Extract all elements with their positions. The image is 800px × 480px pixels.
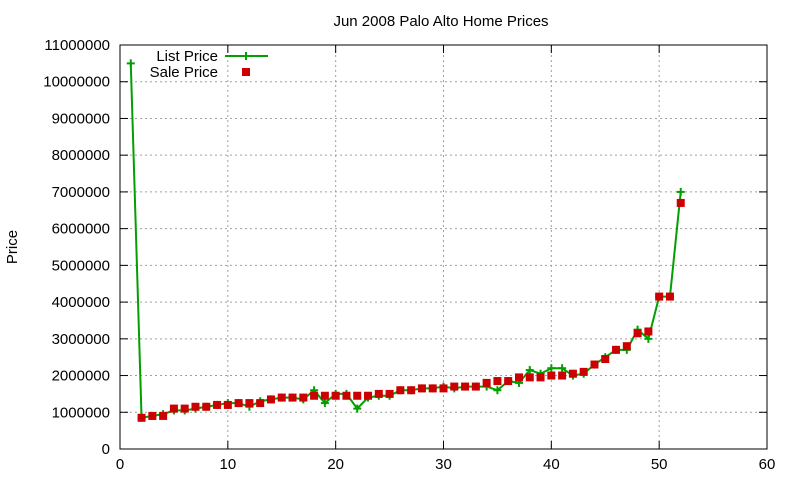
sale-price-point [676,198,685,207]
list-price-line [129,63,682,419]
x-tick-label: 60 [759,456,776,473]
sale-price-point [137,413,146,422]
sale-price-point [558,371,567,380]
series-sale-price [137,198,685,422]
sale-price-point [439,384,448,393]
y-tick-label: 1000000 [52,404,110,421]
sale-price-point [159,411,168,420]
sale-price-point [579,367,588,376]
y-tick-label: 6000000 [52,221,110,238]
sale-price-point [590,360,599,369]
legend-label: List Price [156,48,218,65]
sale-price-point [180,404,189,413]
sale-price-point [407,386,416,395]
sale-price-point [213,400,222,409]
list-price-point [493,386,502,395]
sale-price-point [493,377,502,386]
sale-price-point [374,389,383,398]
sale-price-point [277,393,286,402]
y-tick-label: 10000000 [43,74,110,91]
sale-price-point [644,327,653,336]
y-tick-label: 4000000 [52,294,110,311]
sale-price-point [223,400,232,409]
sale-price-point [461,382,470,391]
y-tick-label: 5000000 [52,257,110,274]
chart-title: Jun 2008 Palo Alto Home Prices [333,13,548,30]
list-price-point [126,59,135,68]
y-tick-label: 9000000 [52,110,110,127]
sale-price-point [601,355,610,364]
list-price-point [676,187,685,196]
list-price-point [644,334,653,343]
axis-tick-labels: 0 1000000 2000000 3000000 4000000 5000000 6000… [43,37,775,473]
sale-price-point [504,377,513,386]
sale-price-point [622,342,631,351]
sale-price-point [320,391,329,400]
sale-price-point [655,292,664,301]
list-price-point [558,364,567,373]
sale-price-point [525,373,534,382]
sale-price-point [310,391,319,400]
legend-marker [242,52,250,60]
x-tick-label: 30 [435,456,452,473]
sale-price-point [514,373,523,382]
sale-price-point [288,393,297,402]
sale-price-point [169,404,178,413]
sale-price-point [428,384,437,393]
x-tick-label: 10 [219,456,236,473]
list-price-point [353,404,362,413]
grid-lines [120,45,767,449]
x-tick-label: 50 [651,456,668,473]
sale-price-point [547,371,556,380]
sale-price-point [191,402,200,411]
sale-price-point [396,386,405,395]
sale-price-point [331,391,340,400]
x-tick-label: 20 [327,456,344,473]
list-price-point [525,366,534,375]
y-tick-label: 0 [102,441,110,458]
sale-price-point [417,384,426,393]
sale-price-point [385,389,394,398]
y-tick-label: 8000000 [52,147,110,164]
sale-price-point [633,329,642,338]
sale-price-point [665,292,674,301]
sale-price-point [234,399,243,408]
legend-marker [242,68,250,76]
sale-price-point [256,399,265,408]
sale-price-point [482,378,491,387]
sale-price-point [148,411,157,420]
sale-price-point [245,399,254,408]
sale-price-point [364,391,373,400]
sale-price-point [266,395,275,404]
x-tick-label: 40 [543,456,560,473]
y-tick-label: 2000000 [52,368,110,385]
sale-price-point [299,393,308,402]
sale-price-point [471,382,480,391]
list-price-point [547,364,556,373]
sale-price-point [612,345,621,354]
sale-price-point [342,391,351,400]
sale-price-point [536,373,545,382]
y-tick-label: 11000000 [44,37,110,54]
sale-price-point [450,382,459,391]
list-price-point [320,399,329,408]
sale-price-point [202,402,211,411]
y-axis-title: Price [4,230,21,264]
x-tick-label: 0 [116,456,124,473]
sale-price-point [353,391,362,400]
series-layer [126,59,685,422]
y-tick-label: 7000000 [52,184,110,201]
sale-price-point [568,369,577,378]
axis-ticks [119,44,768,450]
y-tick-label: 3000000 [52,331,110,348]
legend-label: Sale Price [150,64,218,81]
